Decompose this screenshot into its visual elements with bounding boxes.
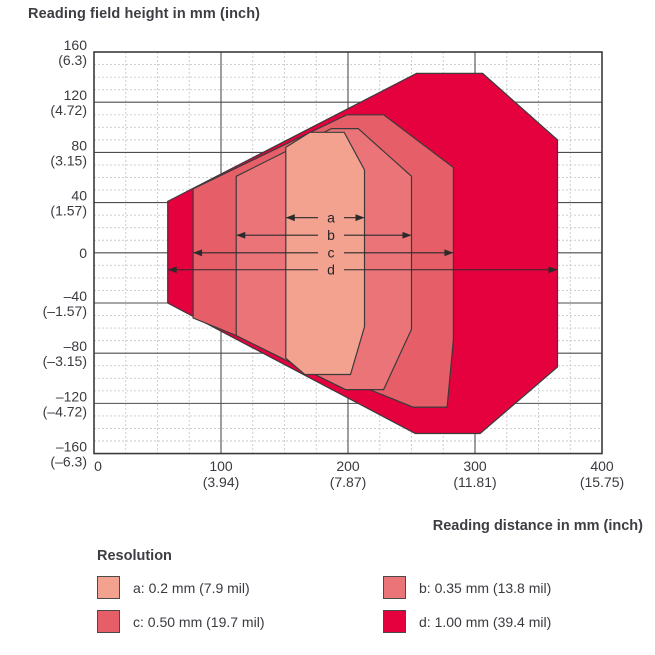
legend-swatch-d <box>383 610 406 633</box>
legend-item-d: d: 1.00 mm (39.4 mil) <box>383 610 637 633</box>
legend-grid: a: 0.2 mm (7.9 mil) b: 0.35 mm (13.8 mil)… <box>97 576 637 633</box>
legend-label-c: c: 0.50 mm (19.7 mil) <box>133 613 265 630</box>
x-tick-inch: (15.75) <box>580 474 624 490</box>
arrowhead-left-d <box>167 266 177 274</box>
y-tick-inch: (3.15) <box>50 152 87 168</box>
legend: Resolution a: 0.2 mm (7.9 mil) b: 0.35 mm… <box>97 548 637 633</box>
arrowhead-left-b <box>236 231 246 239</box>
y-tick-mm: 80 <box>71 137 87 153</box>
arrowhead-right-a <box>355 214 365 222</box>
y-tick-mm: 120 <box>64 87 88 103</box>
y-tick-mm: –160 <box>56 439 87 455</box>
y-tick-inch: (–3.15) <box>43 353 87 369</box>
y-tick-mm: 40 <box>71 188 87 204</box>
y-tick-inch: (–4.72) <box>43 403 87 419</box>
x-tick-inch: (11.81) <box>453 474 496 490</box>
y-tick-mm: –80 <box>64 338 88 354</box>
legend-item-a: a: 0.2 mm (7.9 mil) <box>97 576 383 599</box>
y-tick-inch: (6.3) <box>58 52 87 68</box>
range-label-c: c <box>328 245 335 261</box>
legend-swatch-b <box>383 576 406 599</box>
y-tick-mm: –40 <box>64 288 88 304</box>
arrowhead-left-a <box>285 214 295 222</box>
x-axis-title: Reading distance in mm (inch) <box>432 518 643 534</box>
x-tick-inch: (3.94) <box>203 474 240 490</box>
legend-item-c: c: 0.50 mm (19.7 mil) <box>97 610 383 633</box>
reading-field-a <box>285 131 366 376</box>
y-tick-mm: –120 <box>56 388 87 404</box>
legend-swatch-a <box>97 576 120 599</box>
y-tick-inch: (4.72) <box>50 102 87 118</box>
arrowhead-right-b <box>402 231 412 239</box>
legend-heading: Resolution <box>97 548 172 564</box>
legend-label-a: a: 0.2 mm (7.9 mil) <box>133 579 250 596</box>
y-tick-mm: 0 <box>79 245 87 261</box>
arrowhead-right-c <box>444 249 454 257</box>
y-tick-inch: (–6.3) <box>50 454 87 470</box>
y-tick-inch: (–1.57) <box>43 303 87 319</box>
x-tick-mm: 0 <box>94 458 102 474</box>
legend-item-b: b: 0.35 mm (13.8 mil) <box>383 576 637 599</box>
arrowhead-right-d <box>548 266 558 274</box>
range-label-d: d <box>327 262 335 278</box>
legend-swatch-c <box>97 610 120 633</box>
x-tick-mm: 400 <box>590 458 614 474</box>
legend-label-d: d: 1.00 mm (39.4 mil) <box>419 613 552 630</box>
x-tick-mm: 100 <box>209 458 233 474</box>
arrowhead-left-c <box>193 249 203 257</box>
x-tick-inch: (7.87) <box>330 474 367 490</box>
y-tick-inch: (1.57) <box>50 203 87 219</box>
legend-label-b: b: 0.35 mm (13.8 mil) <box>419 579 552 596</box>
x-tick-mm: 200 <box>336 458 360 474</box>
y-axis-title: Reading field height in mm (inch) <box>28 6 261 22</box>
range-label-b: b <box>327 227 335 243</box>
x-tick-mm: 300 <box>463 458 487 474</box>
range-label-a: a <box>327 209 335 225</box>
y-tick-mm: 160 <box>64 37 88 53</box>
plot-border <box>93 51 603 455</box>
